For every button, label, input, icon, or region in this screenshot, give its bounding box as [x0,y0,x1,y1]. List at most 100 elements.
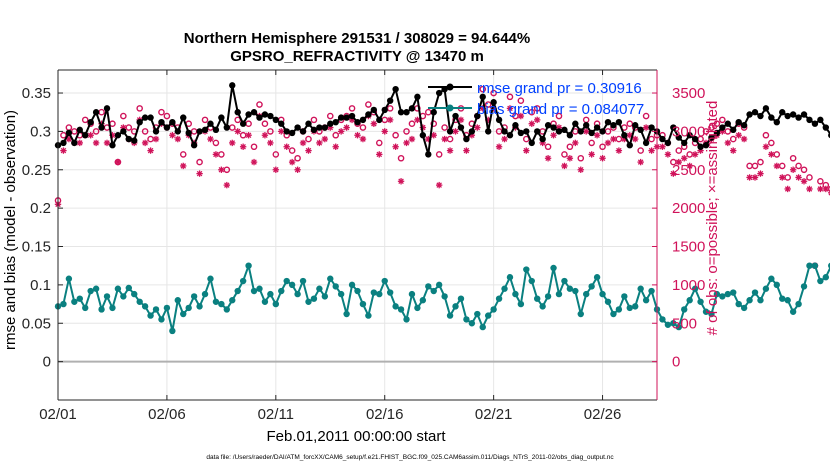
assimilated-point [762,143,770,150]
assimilated-point [169,132,176,139]
bias-point [604,298,612,305]
bias-point [419,297,427,304]
possible-point [561,151,568,158]
legend: rmse grand pr = 0.30916 bias grand pr = … [428,80,644,118]
bias-point [370,289,378,296]
assimilated-point [103,139,111,147]
assimilated-point [152,135,160,143]
rmse-point [523,128,530,135]
rmse-point [539,135,546,143]
bias-point [599,290,606,298]
possible-point [288,147,296,154]
possible-point [800,166,808,174]
assimilated-point [648,147,655,154]
bias-point [642,297,650,304]
bias-point [185,304,192,312]
possible-point [484,101,492,108]
possible-point [332,131,340,139]
assimilated-point [544,155,552,162]
y-left-tick-label: 0.2 [30,200,51,217]
assimilated-point [789,166,797,173]
assimilated-point [806,185,813,193]
rmse-point [702,142,710,149]
bias-point [337,290,345,298]
assimilated-point [250,158,258,166]
possible-point [386,105,394,112]
rmse-point [136,118,143,126]
bias-point [234,287,241,295]
rmse-point [343,114,350,121]
rmse-point [131,137,138,144]
bias-point [746,297,753,304]
chart-title: Northern Hemisphere 291531 / 308029 = 94… [184,30,530,47]
bias-point [621,293,628,300]
rmse-point [452,112,459,120]
rmse-point [495,116,503,124]
rmse-point [588,129,595,137]
assimilated-point [795,174,802,181]
assimilated-point [615,147,623,154]
possible-point [92,128,100,135]
bias-point [403,316,410,323]
bias-point [561,277,568,285]
rmse-point [446,128,454,135]
bias-point [299,277,307,285]
assimilated-point [659,143,666,150]
bias-point [212,298,220,305]
rmse-point [800,111,808,118]
rmse-point [283,128,290,135]
bias-point [773,281,780,289]
bias-point [806,262,813,269]
rmse-point [425,151,432,158]
x-axis-label: Feb.01,2011 00:00:00 start [266,428,446,445]
rmse-point [299,128,307,135]
possible-point [762,131,770,139]
bias-point [648,287,655,295]
bias-point [468,320,476,327]
bias-point [239,277,247,285]
possible-point [768,139,775,147]
rmse-point [697,143,704,150]
possible-point [272,151,280,158]
assimilated-point [751,174,759,181]
rmse-point [348,112,356,120]
bias-point [278,287,285,295]
x-tick-label: 02/01 [39,406,77,423]
assimilated-point [386,116,394,124]
assimilated-point [239,143,247,150]
assimilated-point [288,158,296,166]
assimilated-point [501,135,508,143]
bias-point [512,290,519,298]
series-bias [54,262,830,335]
rmse-point [817,116,824,124]
rmse-point [190,142,198,149]
assimilated-point [681,155,688,162]
assimilated-point [354,132,361,139]
bias-point [691,285,699,292]
bias-point [784,297,791,304]
rmse-point [561,126,568,134]
rmse-point [506,132,514,139]
bias-point [288,281,296,289]
bias-point [392,303,399,310]
rmse-point [691,135,699,143]
rmse-point [681,139,688,147]
y-left-tick-label: 0.35 [22,85,51,102]
x-tick-label: 02/21 [475,406,513,423]
assimilated-point [60,147,67,154]
rmse-point [267,112,274,120]
bias-point [534,295,541,302]
possible-point [528,108,536,116]
bias-point [343,310,350,318]
possible-point [430,120,438,128]
bias-point [681,306,688,313]
possible-point [729,135,737,143]
rmse-point [376,116,383,124]
rmse-point [386,97,394,104]
possible-point [403,128,410,135]
rmse-point [158,118,165,126]
rmse-point [250,109,258,116]
legend-rmse-label: rmse grand pr = 0.30916 [477,80,642,97]
y-left-tick-label: 0.05 [22,315,51,332]
